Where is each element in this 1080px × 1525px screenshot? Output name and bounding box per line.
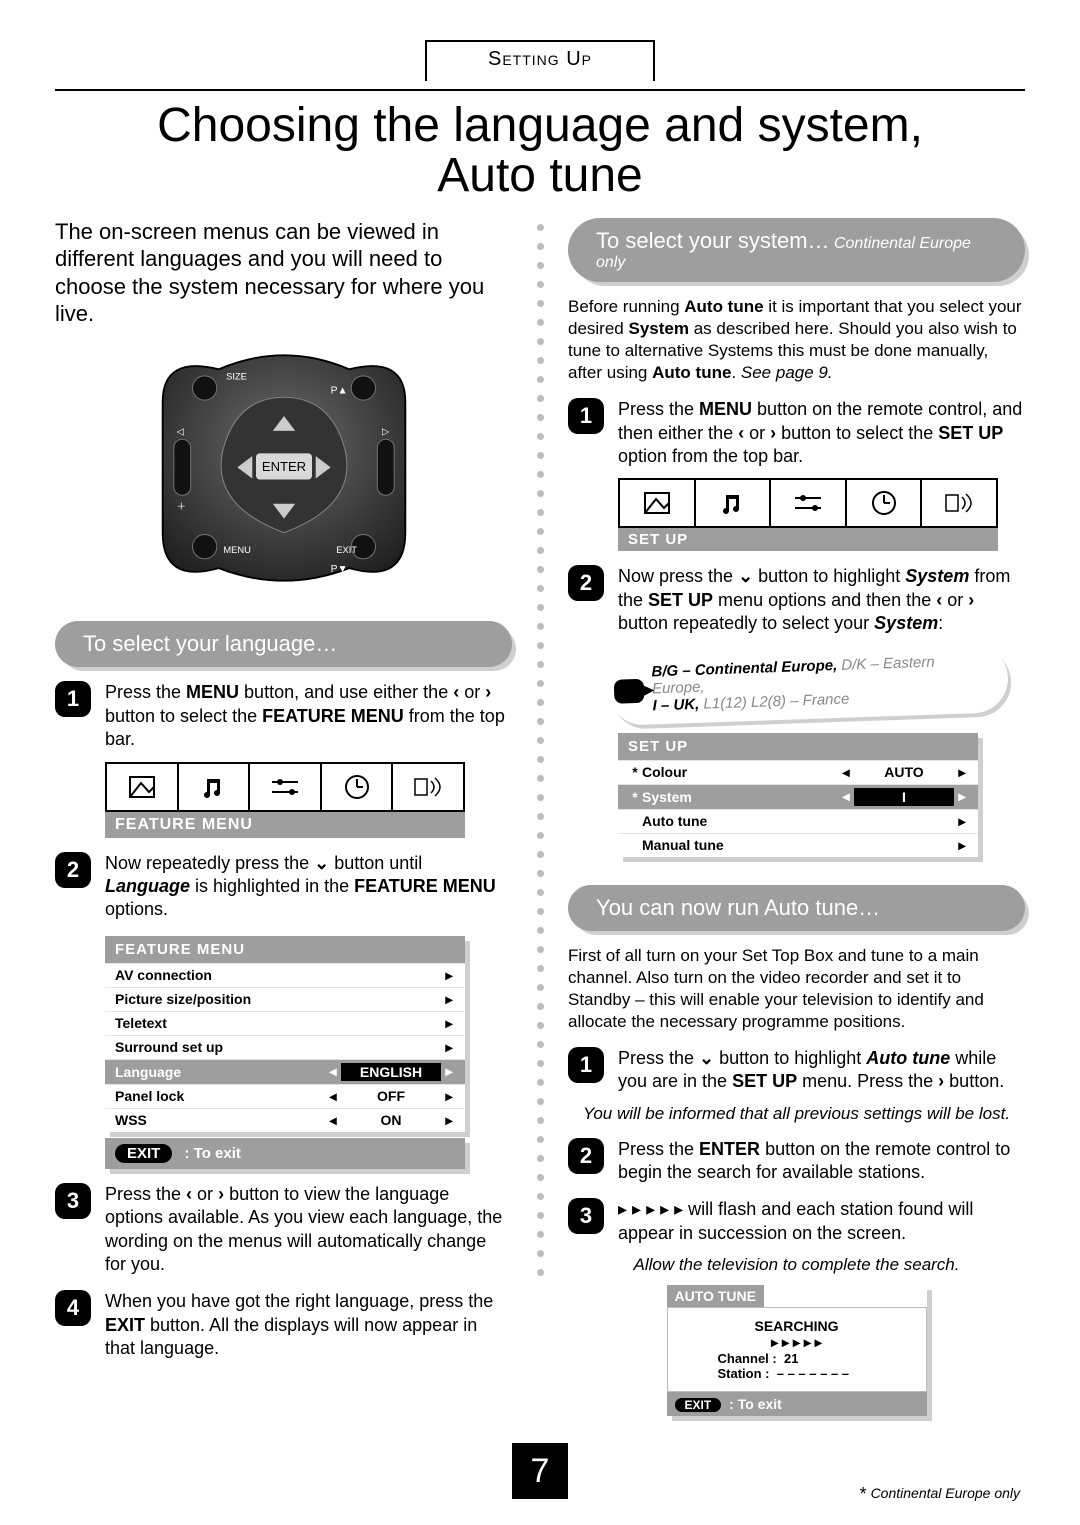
osd-title: FEATURE MENU xyxy=(105,936,465,963)
system-options-note: B/G – Continental Europe, D/K – Eastern … xyxy=(607,643,1009,726)
osd-exit-bar: EXIT : To exit xyxy=(105,1138,465,1169)
left-column: The on-screen menus can be viewed in dif… xyxy=(55,218,530,1416)
icon-bar-feature xyxy=(105,762,465,812)
clock-icon xyxy=(847,480,923,526)
osd-row: Teletext xyxy=(105,1011,465,1035)
svg-text:▷: ▷ xyxy=(381,426,388,436)
step-number-4: 4 xyxy=(55,1290,91,1326)
lang-step-3: 3 Press the ‹ or › button to view the la… xyxy=(55,1183,512,1277)
svg-text:SIZE: SIZE xyxy=(226,371,247,381)
picture-icon xyxy=(620,480,696,526)
step-number-3: 3 xyxy=(55,1183,91,1219)
osd-row: LanguageENGLISH xyxy=(105,1059,465,1084)
auto-step-1: 1 Press the ⌄ button to highlight Auto t… xyxy=(568,1047,1025,1094)
exit-text: : To exit xyxy=(185,1145,241,1162)
auto-step-3: 3 ▸ ▸ ▸ ▸ ▸ will flash and each station … xyxy=(568,1198,1025,1245)
lang-step-1: 1 Press the MENU button, and use either … xyxy=(55,681,512,751)
step-number-2: 2 xyxy=(55,852,91,888)
clock-icon xyxy=(322,764,394,810)
lang-step-4: 4 When you have got the right language, … xyxy=(55,1290,512,1360)
autotune-intro: First of all turn on your Set Top Box an… xyxy=(568,945,1025,1033)
osd-row: Panel lockOFF xyxy=(105,1084,465,1108)
column-divider xyxy=(530,218,550,1416)
down-chevron-icon: ⌄ xyxy=(738,566,753,586)
picture-icon xyxy=(107,764,179,810)
osd-row: WSSON xyxy=(105,1108,465,1132)
setup-menu-label: SET UP xyxy=(618,528,998,551)
page-number: 7 xyxy=(512,1443,568,1499)
title-line-2: Auto tune xyxy=(437,149,643,202)
feature-menu-osd: FEATURE MENU AV connectionPicture size/p… xyxy=(105,936,465,1132)
down-chevron-icon: ⌄ xyxy=(699,1048,714,1068)
osd-row: Auto tune xyxy=(618,809,978,833)
exit-pill: EXIT xyxy=(675,1398,722,1412)
system-heading-text: To select your system… xyxy=(596,228,830,253)
sys-step-1: 1 Press the MENU button on the remote co… xyxy=(568,398,1025,468)
autotune-heading-text: You can now run Auto tune… xyxy=(596,895,880,920)
horizontal-rule xyxy=(55,89,1025,91)
svg-text:P▼: P▼ xyxy=(330,564,347,575)
speaker-icon xyxy=(922,480,996,526)
note-lost-settings: You will be informed that all previous s… xyxy=(568,1104,1025,1124)
osd-row: AV connection xyxy=(105,963,465,987)
sliders-icon xyxy=(250,764,322,810)
remote-illustration: ENTER SIZE P▲ MENU EXIT P▼ ◁ xyxy=(55,346,512,594)
pointer-icon xyxy=(614,678,645,703)
lang-heading: To select your language… xyxy=(55,621,512,667)
right-chevron-icon: › xyxy=(485,682,491,702)
svg-text:P▲: P▲ xyxy=(330,385,347,396)
section-tab-label: Setting Up xyxy=(488,48,592,70)
footnote: * Continental Europe only xyxy=(860,1484,1020,1505)
down-chevron-icon: ⌄ xyxy=(314,853,329,873)
enter-label: ENTER xyxy=(261,459,305,474)
osd-title: SET UP xyxy=(618,733,978,760)
exit-pill: EXIT xyxy=(115,1144,172,1163)
svg-text:＋: ＋ xyxy=(176,501,185,511)
progress-arrows: ▸ ▸ ▸ ▸ ▸ xyxy=(678,1334,916,1351)
osd-row: *SystemI xyxy=(618,784,978,809)
autotune-title: AUTO TUNE xyxy=(667,1285,764,1307)
svg-text:◁: ◁ xyxy=(176,426,183,436)
speaker-icon xyxy=(393,764,463,810)
section-tab: Setting Up xyxy=(425,40,655,81)
right-chevron-icon: › xyxy=(968,590,974,610)
svg-text:EXIT: EXIT xyxy=(336,545,357,555)
svg-text:MENU: MENU xyxy=(223,545,251,555)
title-line-1: Choosing the language and system, xyxy=(157,99,923,152)
autotune-osd: AUTO TUNE SEARCHING ▸ ▸ ▸ ▸ ▸ Channel : … xyxy=(667,1285,927,1416)
icon-bar-setup xyxy=(618,478,998,528)
system-intro: Before running Auto tune it is important… xyxy=(568,296,1025,384)
lang-step-2: 2 Now repeatedly press the ⌄ button unti… xyxy=(55,852,512,922)
autotune-heading: You can now run Auto tune… xyxy=(568,885,1025,931)
music-icon xyxy=(696,480,772,526)
setup-osd: SET UP *ColourAUTO*SystemIAuto tuneManua… xyxy=(618,733,978,857)
osd-row: Surround set up xyxy=(105,1035,465,1059)
intro-text: The on-screen menus can be viewed in dif… xyxy=(55,218,512,328)
right-column: To select your system… Continental Europ… xyxy=(550,218,1025,1416)
sys-step-2: 2 Now press the ⌄ button to highlight Sy… xyxy=(568,565,1025,635)
sliders-icon xyxy=(771,480,847,526)
step-number-1: 1 xyxy=(55,681,91,717)
osd-row: Manual tune xyxy=(618,833,978,857)
music-icon xyxy=(179,764,251,810)
auto-step-2: 2 Press the ENTER button on the remote c… xyxy=(568,1138,1025,1185)
feature-menu-label: FEATURE MENU xyxy=(105,812,465,838)
osd-row: Picture size/position xyxy=(105,987,465,1011)
lang-heading-text: To select your language… xyxy=(83,631,337,656)
osd-row: *ColourAUTO xyxy=(618,760,978,784)
note-complete-search: Allow the television to complete the sea… xyxy=(568,1255,1025,1275)
system-heading: To select your system… Continental Europ… xyxy=(568,218,1025,282)
page-title: Choosing the language and system, Auto t… xyxy=(55,101,1025,202)
searching-label: SEARCHING xyxy=(678,1318,916,1334)
